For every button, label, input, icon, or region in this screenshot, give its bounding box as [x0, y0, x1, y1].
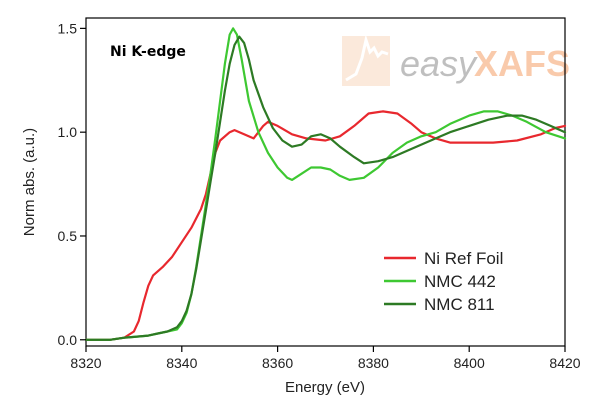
- legend: Ni Ref Foil NMC 442 NMC 811: [384, 249, 503, 314]
- logo-icon-curve: [345, 34, 389, 82]
- legend-label-2: NMC 811: [424, 295, 495, 314]
- series-line-2: [84, 35, 567, 341]
- y-tick-label-1: 0.5: [58, 228, 78, 244]
- y-tick-label-0: 0.0: [58, 332, 78, 348]
- x-axis: 8320 8340 8360 8380 8400 8420: [70, 346, 581, 371]
- chart-annotation: Ni K-edge: [110, 44, 186, 60]
- x-tick-label-4: 8400: [454, 355, 485, 371]
- watermark-logo: easy XAFS: [342, 34, 570, 86]
- plot-frame: [85, 17, 566, 347]
- x-tick-label-5: 8420: [549, 355, 580, 371]
- legend-label-0: Ni Ref Foil: [424, 249, 503, 268]
- y-tick-label-2: 1.0: [58, 124, 78, 140]
- y-axis-label: Norm abs. (a.u.): [21, 128, 38, 236]
- logo-text-xafs: XAFS: [474, 43, 570, 84]
- y-tick-label-3: 1.5: [58, 20, 78, 36]
- y-axis: 0.0 0.5 1.0 1.5: [58, 20, 86, 348]
- legend-label-1: NMC 442: [424, 272, 496, 291]
- logo-text-easy: easy: [400, 43, 478, 84]
- x-tick-label-0: 8320: [70, 355, 101, 371]
- x-axis-label: Energy (eV): [285, 379, 365, 396]
- series-layer: [84, 27, 567, 341]
- x-tick-label-3: 8380: [358, 355, 389, 371]
- x-tick-label-1: 8340: [166, 355, 197, 371]
- x-tick-label-2: 8360: [262, 355, 293, 371]
